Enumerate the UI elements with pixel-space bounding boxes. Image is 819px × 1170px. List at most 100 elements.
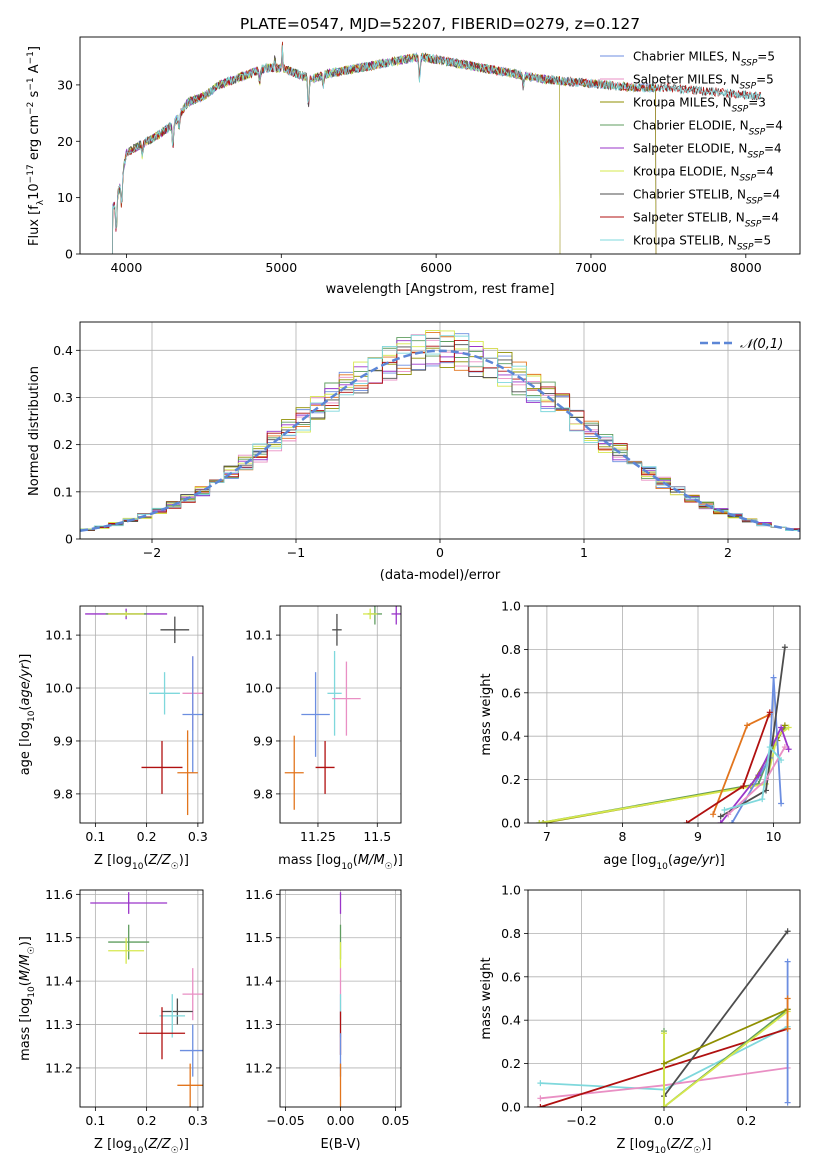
age_vs_mass-plot-area <box>280 606 401 823</box>
mass_vs_Z-frame <box>79 889 204 1108</box>
weight_vs_Z-xtick-label: 0.0 <box>654 1113 674 1128</box>
label-part: Chabrier MILES, N <box>633 50 741 64</box>
label-part: ☉ <box>171 1146 179 1156</box>
spectrum-series-line <box>112 44 657 254</box>
weight-marker <box>717 820 724 823</box>
mass_vs_EBV-xlabel: E(B-V) <box>320 1137 360 1152</box>
errorbar-point <box>162 998 193 1025</box>
weight-series-line <box>686 711 771 823</box>
label-part: Chabrier ELODIE, N <box>633 119 749 133</box>
label-part: Kroupa ELODIE, N <box>633 165 740 179</box>
errorbar-point <box>90 892 168 914</box>
label-part: Salpeter ELODIE, N <box>633 142 747 156</box>
age_vs_mass-ytick-label: 10.1 <box>245 628 273 643</box>
weight-series-line <box>539 726 790 823</box>
weight-marker <box>661 1030 667 1037</box>
weight-marker <box>784 928 791 935</box>
residuals-frame <box>79 321 801 540</box>
errorbar-point <box>182 656 203 773</box>
label-part: age/yr <box>673 853 716 868</box>
weight_vs_age-ytick-label: 0.4 <box>501 729 521 744</box>
spectrum-xtick-label: 8000 <box>730 260 762 275</box>
label-part: Z/Z <box>670 1137 694 1152</box>
weight-marker <box>661 1104 667 1107</box>
label-part: SSP <box>732 105 749 115</box>
age_vs_mass-ytick-label: 9.8 <box>253 786 273 801</box>
errorbar-point <box>108 611 145 617</box>
age_vs_mass-ytick-label: 9.9 <box>253 733 273 748</box>
spectrum-xlabel: wavelength [Angstrom, rest frame] <box>326 282 555 297</box>
label-part: Z [log <box>94 853 132 868</box>
mass_vs_Z-xtick-label: 0.3 <box>188 1113 208 1128</box>
spectrum-ytick-label: 30 <box>57 77 73 92</box>
weight_vs_age-xlabel: age [log10(age/yr)] <box>603 853 725 872</box>
label-part: ( <box>668 853 673 868</box>
errorbar-point <box>159 994 186 1038</box>
residuals-plot-area <box>80 322 800 539</box>
label-part: Salpeter STELIB, N <box>633 211 745 225</box>
weight-marker <box>540 820 547 823</box>
label-part: SSP <box>740 82 757 92</box>
legend-entry: Kroupa ELODIE, NSSP=4 <box>633 165 774 184</box>
weight-marker <box>785 724 792 731</box>
mass_vs_EBV-frame <box>279 889 402 1108</box>
label-part: )] <box>715 853 725 868</box>
label-part: Salpeter MILES, N <box>633 73 740 87</box>
weight_vs_Z-ylabel: mass weight <box>479 957 494 1039</box>
label-part: Chabrier STELIB, N <box>633 188 746 202</box>
age_vs_mass-xtick-label: 11.25 <box>300 829 336 844</box>
label-part: SSP <box>749 128 766 138</box>
figure-title: PLATE=0547, MJD=52207, FIBERID=0279, z=0… <box>240 15 640 33</box>
errorbar-point <box>177 1063 203 1107</box>
age_vs_Z-frame <box>79 605 204 824</box>
weight_vs_age-xtick-label: 8 <box>618 829 626 844</box>
label-part: =4 <box>764 142 782 156</box>
label-part: ( <box>18 981 33 986</box>
label-part: −17 <box>26 164 36 183</box>
weight-marker <box>778 724 785 731</box>
label-part: age [log <box>603 853 656 868</box>
weight-marker <box>710 811 717 818</box>
mass_vs_Z-ytick-label: 11.3 <box>45 1017 73 1032</box>
label-part: −2 <box>26 102 36 115</box>
label-part: Z/Z <box>148 853 172 868</box>
spectrum-ytick-label: 10 <box>57 190 73 205</box>
spectrum-series-line <box>112 47 762 254</box>
mass_vs_Z-plot-area <box>80 890 203 1107</box>
mass_vs_Z-axes: 0.1 0.2 0.311.211.311.411.511.6Z [log10(Z/… <box>18 887 208 1156</box>
label-part: mass [log <box>278 853 341 868</box>
label-part: =5 <box>756 73 774 87</box>
errorbar-point <box>363 608 378 620</box>
errorbar-point <box>108 937 145 964</box>
errorbar-point <box>284 735 304 810</box>
weight-series-line <box>663 1010 789 1107</box>
label-part: Flux [f <box>27 205 42 246</box>
weight_vs_age-xtick-label: 10 <box>766 829 782 844</box>
errorbar-point <box>177 730 198 816</box>
age_vs_Z-axes: 0.1 0.2 0.39.89.910.010.1Z [log10(Z/Z☉)]ag… <box>18 605 208 872</box>
weight_vs_age-plot-area <box>528 606 800 823</box>
label-part: 10 <box>27 710 37 722</box>
label-part: ( <box>143 1137 148 1152</box>
spectrum-series-line <box>112 49 561 254</box>
label-part: 10 <box>27 183 42 200</box>
weight_vs_age-frame <box>527 605 801 824</box>
legend-entry: Salpeter STELIB, NSSP=4 <box>633 211 779 230</box>
spectrum-plot-area <box>112 41 762 254</box>
errorbar-point <box>315 740 335 794</box>
age_vs_Z-plot-area <box>80 606 203 823</box>
spectrum-series-line <box>112 42 657 254</box>
weight-marker <box>537 1095 544 1102</box>
weight_vs_age-ytick-label: 1.0 <box>501 599 521 614</box>
age_vs_mass-ytick-label: 10.0 <box>245 681 273 696</box>
residuals-xlabel: (data-model)/error <box>380 568 501 583</box>
label-part: )] <box>179 1137 189 1152</box>
residuals-ytick-label: 0.4 <box>53 343 73 358</box>
age_vs_mass-axes: 11.25 11.5 9.8 9.9 10.0 10.1 mass [log10(M/M☉)… <box>245 605 403 872</box>
legend-entry: Salpeter ELODIE, NSSP=4 <box>633 142 782 161</box>
label-part: −1 <box>26 77 36 90</box>
weight-marker <box>781 722 788 729</box>
